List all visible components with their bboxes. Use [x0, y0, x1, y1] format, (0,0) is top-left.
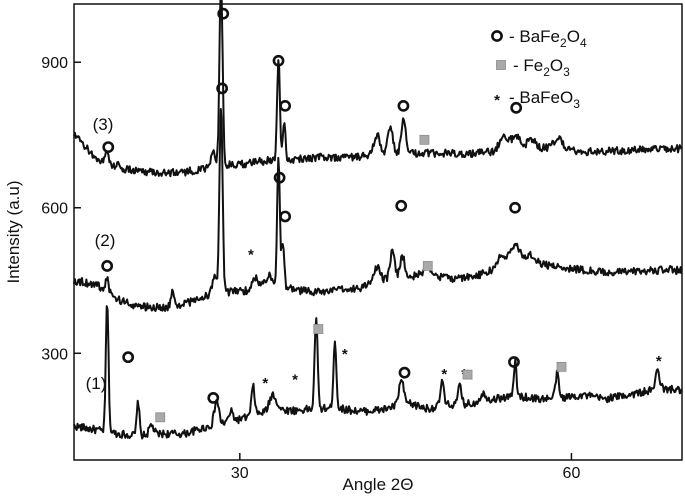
circle-marker — [398, 366, 411, 379]
legend-square-icon — [496, 60, 506, 70]
legend-entry-2: - Fe2O3 — [513, 56, 570, 79]
circle-marker — [217, 7, 230, 20]
plot-area — [73, 3, 683, 461]
square-marker — [422, 261, 433, 271]
circle-marker — [510, 101, 523, 114]
x-tick-label: 30 — [231, 465, 249, 482]
circle-marker — [122, 351, 135, 364]
star-marker: * — [292, 372, 298, 389]
marker-layer: * * * * * * * — [101, 7, 662, 423]
circle-marker — [397, 99, 410, 112]
legend-star-icon: * — [494, 92, 500, 109]
square-marker — [419, 134, 430, 145]
y-axis-title: Intensity (a.u) — [4, 181, 23, 284]
legend-entry-3: - BaFeO3 — [509, 88, 580, 111]
square-marker — [462, 369, 473, 380]
star-marker: * — [656, 353, 662, 370]
series-layer: (1) (2) (3) — [73, 0, 683, 440]
star-marker: * — [342, 346, 348, 363]
circle-marker — [508, 356, 520, 368]
star-marker: * — [248, 246, 254, 263]
series-line-2 — [73, 108, 683, 312]
y-tick-label: 600 — [41, 201, 68, 218]
circle-marker — [272, 54, 285, 67]
star-marker: * — [441, 366, 447, 383]
circle-marker — [102, 141, 115, 154]
legend-circle-icon — [491, 30, 503, 42]
series-label-3: (3) — [93, 115, 114, 134]
axis-ticks: 30 60 300 600 900 — [41, 55, 580, 482]
x-axis-title: Angle 2Θ — [343, 475, 414, 494]
legend: - BaFe2O4 - Fe2O3 * - BaFeO3 — [491, 27, 587, 111]
circle-marker — [216, 82, 229, 95]
legend-entry-1: - BaFe2O4 — [509, 27, 587, 50]
circle-marker — [273, 171, 286, 184]
circle-marker — [101, 260, 114, 272]
x-tick-label: 60 — [563, 465, 581, 482]
square-marker — [556, 361, 567, 372]
circle-marker — [207, 392, 220, 404]
series-line-1 — [73, 305, 683, 440]
circle-marker — [279, 210, 292, 223]
square-marker — [155, 412, 166, 423]
series-line-3 — [73, 0, 683, 178]
square-marker — [313, 324, 324, 334]
series-label-2: (2) — [95, 231, 116, 250]
circle-marker — [395, 199, 408, 212]
series-label-1: (1) — [86, 374, 107, 393]
circle-marker — [509, 201, 521, 214]
circle-marker — [279, 99, 292, 112]
y-tick-label: 900 — [41, 55, 68, 72]
star-marker: * — [262, 375, 268, 392]
y-tick-label: 300 — [41, 346, 68, 363]
